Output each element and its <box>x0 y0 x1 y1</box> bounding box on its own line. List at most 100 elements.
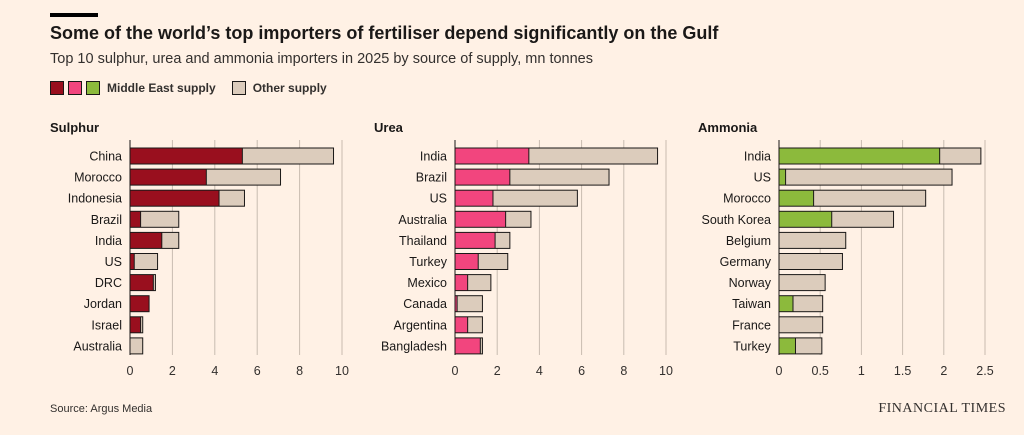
bar-outline <box>454 168 610 186</box>
bar-middle-east <box>455 337 481 354</box>
tick-label-sulphur: 0 <box>127 364 134 378</box>
category-label: Taiwan <box>732 297 771 311</box>
bar-outline <box>778 274 826 292</box>
bar-other <box>779 253 843 270</box>
category-label: US <box>105 255 122 269</box>
bar-other <box>130 337 143 354</box>
bar-other <box>467 274 491 291</box>
bar-middle-east <box>455 295 458 312</box>
bar-other <box>509 169 610 186</box>
bar-middle-east <box>130 274 154 291</box>
category-label: Brazil <box>416 171 447 185</box>
bar-middle-east <box>455 148 529 164</box>
bar-outline <box>454 210 532 228</box>
category-label: Argentina <box>393 318 447 332</box>
bar-middle-east <box>455 232 496 249</box>
bar-outline <box>129 189 245 207</box>
category-label: Israel <box>91 318 122 332</box>
category-label: South Korea <box>702 213 772 227</box>
category-label: India <box>95 234 122 248</box>
bar-middle-east <box>455 253 479 270</box>
legend-swatch-urea <box>68 81 82 95</box>
tick-label-ammonia: 2 <box>940 364 947 378</box>
bar-middle-east <box>130 253 135 270</box>
panel-title-ammonia: Ammonia <box>698 120 758 135</box>
bar-outline <box>129 295 150 313</box>
bar-other <box>467 316 483 333</box>
category-label: Jordan <box>84 297 122 311</box>
tick-label-sulphur: 2 <box>169 364 176 378</box>
bar-other <box>793 295 823 312</box>
tick-label-urea: 0 <box>452 364 459 378</box>
chart-title: Some of the world’s top importers of fer… <box>50 23 719 43</box>
bar-outline <box>129 168 282 186</box>
bar-outline <box>778 189 927 207</box>
bar-outline <box>129 253 159 270</box>
category-label: Bangladesh <box>381 339 447 353</box>
category-label: Germany <box>720 255 772 269</box>
bar-other <box>939 148 981 164</box>
bar-outline <box>129 337 144 355</box>
bar-middle-east <box>130 295 150 312</box>
bar-outline <box>454 147 659 165</box>
bar-other <box>219 190 245 207</box>
panel-title-urea: Urea <box>374 120 404 135</box>
bar-outline <box>778 210 895 228</box>
bar-other <box>134 253 158 270</box>
bar-other <box>779 232 846 249</box>
bar-other <box>206 169 281 186</box>
tick-label-urea: 8 <box>620 364 627 378</box>
bar-middle-east <box>455 169 510 186</box>
legend-label-other: Other supply <box>252 81 327 95</box>
panel-title-sulphur: Sulphur <box>50 120 99 135</box>
bar-outline <box>778 316 824 334</box>
category-label: Indonesia <box>68 192 122 206</box>
legend: Middle East supply Other supply <box>50 80 343 96</box>
tick-label-ammonia: 1.5 <box>894 364 911 378</box>
category-label: Canada <box>403 297 447 311</box>
bar-middle-east <box>779 148 940 164</box>
bar-outline <box>778 147 982 165</box>
bar-middle-east <box>455 316 468 333</box>
bar-outline <box>454 316 483 334</box>
tick-label-ammonia: 2.5 <box>976 364 993 378</box>
bar-middle-east <box>455 190 493 207</box>
bar-other <box>505 211 531 228</box>
tick-label-ammonia: 0.5 <box>812 364 829 378</box>
bar-other <box>795 337 822 354</box>
bar-other <box>528 148 658 164</box>
tick-label-sulphur: 10 <box>335 364 349 378</box>
bar-middle-east <box>455 211 506 228</box>
ft-brand-logo: FINANCIAL TIMES <box>878 401 1006 416</box>
bar-outline <box>454 295 483 313</box>
bar-other <box>785 169 953 186</box>
legend-swatch-other <box>231 81 246 95</box>
bar-other <box>813 190 926 207</box>
bar-outline <box>778 231 847 249</box>
bar-middle-east <box>779 169 786 186</box>
tick-label-ammonia: 0 <box>776 364 783 378</box>
bar-outline <box>778 337 823 355</box>
bar-middle-east <box>779 211 832 228</box>
category-label: India <box>744 150 771 164</box>
bar-other <box>140 211 179 228</box>
title-accent-bar <box>50 13 98 17</box>
bar-other <box>779 316 823 333</box>
bar-other <box>492 190 578 207</box>
chart-subtitle: Top 10 sulphur, urea and ammonia importe… <box>50 51 593 67</box>
bar-outline <box>454 253 509 270</box>
category-label: Australia <box>398 213 447 227</box>
tick-label-sulphur: 4 <box>211 364 218 378</box>
bar-other <box>457 295 483 312</box>
category-label: Belgium <box>726 234 771 248</box>
tick-label-ammonia: 1 <box>858 364 865 378</box>
tick-label-sulphur: 8 <box>296 364 303 378</box>
bar-middle-east <box>455 274 468 291</box>
category-label: Brazil <box>91 213 122 227</box>
bar-other <box>242 148 334 164</box>
bar-outline <box>129 210 180 228</box>
tick-label-urea: 4 <box>536 364 543 378</box>
bar-other <box>478 253 508 270</box>
bar-middle-east <box>130 316 141 333</box>
